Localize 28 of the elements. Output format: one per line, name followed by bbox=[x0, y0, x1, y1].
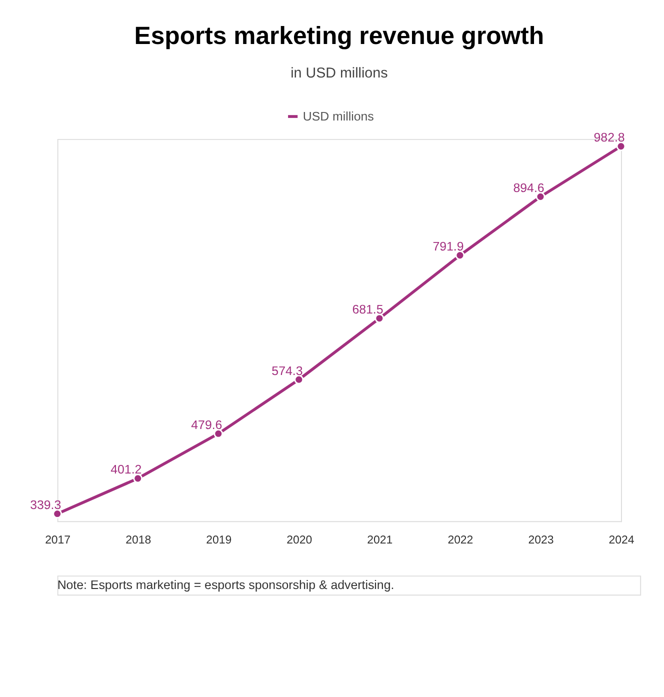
data-label: 681.5 bbox=[352, 302, 384, 317]
data-label: 479.6 bbox=[191, 418, 222, 432]
chart-title: Esports marketing revenue growth bbox=[134, 23, 544, 50]
data-label: 401.2 bbox=[110, 462, 142, 477]
x-tick-label: 2021 bbox=[367, 534, 393, 547]
x-tick-label: 2017 bbox=[45, 534, 71, 547]
point bbox=[52, 509, 62, 518]
point bbox=[294, 374, 304, 384]
x-tick-label: 2023 bbox=[528, 534, 554, 547]
legend-label: USD millions bbox=[302, 109, 374, 124]
chart-subtitle: in USD millions bbox=[290, 66, 388, 82]
data-label: 574.3 bbox=[272, 364, 303, 378]
point bbox=[133, 474, 143, 484]
x-tick-label: 2020 bbox=[286, 534, 312, 547]
point bbox=[536, 192, 546, 202]
x-tick-label: 2018 bbox=[126, 534, 152, 547]
point bbox=[374, 314, 384, 324]
point bbox=[616, 142, 626, 152]
data-label: 791.9 bbox=[432, 240, 464, 254]
data-label: 982.8 bbox=[594, 130, 625, 145]
x-tick-label: 2022 bbox=[448, 534, 474, 547]
x-tick-label: 2019 bbox=[206, 534, 232, 547]
point bbox=[455, 250, 465, 260]
text: Note: Esports marketing = esports sponsorship & advertising. bbox=[57, 578, 394, 592]
point bbox=[214, 428, 224, 438]
x-tick-label: 2024 bbox=[608, 534, 635, 547]
data-label: 339.3 bbox=[30, 498, 62, 512]
data-label: 894.6 bbox=[513, 180, 544, 195]
